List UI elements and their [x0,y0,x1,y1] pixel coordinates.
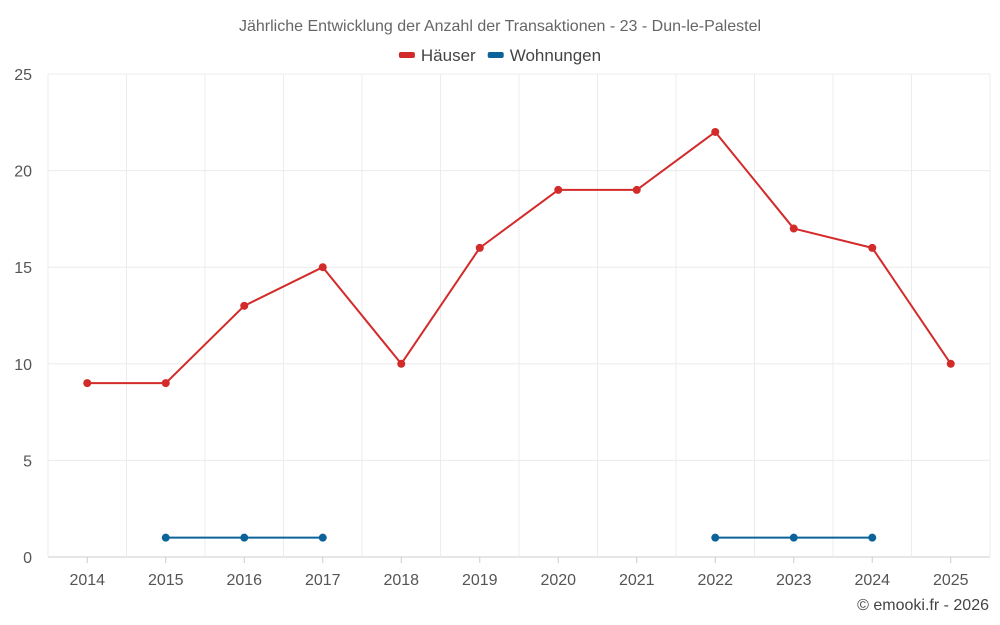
x-tick-label: 2015 [148,572,184,589]
series-layer [83,127,955,542]
data-point[interactable] [946,359,955,368]
legend-item-label[interactable]: Wohnungen [510,46,601,65]
data-point[interactable] [240,533,249,542]
data-point[interactable] [475,243,484,252]
y-tick-label: 25 [14,67,32,84]
data-point[interactable] [161,533,170,542]
x-tick-label: 2014 [69,572,105,589]
series-Wohnungen [161,533,877,542]
y-tick-label: 0 [23,550,32,567]
credit-text: © emooki.fr - 2026 [857,597,989,614]
x-tick-label: 2018 [383,572,419,589]
x-tick-label: 2021 [619,572,655,589]
data-point[interactable] [789,224,798,233]
x-tick-label: 2024 [854,572,890,589]
data-point[interactable] [711,127,720,136]
data-point[interactable] [868,533,877,542]
legend: Häuser Wohnungen [398,46,601,65]
y-tick-label: 15 [14,260,32,277]
legend-swatch [487,52,504,58]
x-tick-label: 2017 [305,572,341,589]
data-point[interactable] [318,533,327,542]
x-tick-label: 2023 [776,572,812,589]
y-tick-label: 10 [14,357,32,374]
legend-item-label[interactable]: Häuser [421,46,476,65]
data-point[interactable] [83,379,92,388]
data-point[interactable] [789,533,798,542]
data-point[interactable] [632,185,641,194]
data-point[interactable] [161,379,170,388]
series-Häuser [83,127,955,388]
data-point[interactable] [711,533,720,542]
data-point[interactable] [554,185,563,194]
x-tick-label: 2019 [462,572,498,589]
data-point[interactable] [397,359,406,368]
y-axis: 0 5 10 15 20 25 [14,67,32,567]
data-point[interactable] [318,263,327,272]
x-tick-label: 2022 [697,572,733,589]
series-line [87,130,952,385]
y-tick-label: 20 [14,164,32,181]
x-tick-label: 2020 [540,572,576,589]
y-tick-label: 5 [23,453,32,470]
data-point[interactable] [868,243,877,252]
x-tick-label: 2025 [933,572,969,589]
data-point[interactable] [240,301,249,310]
legend-swatch [398,52,415,58]
grid [47,73,991,558]
x-tick-label: 2016 [226,572,262,589]
x-axis: 2014 2015 2016 2017 2018 2019 2020 2021 2022 2023… [69,557,969,589]
chart-title: Jährliche Entwicklung der Anzahl der Tra… [239,18,761,35]
